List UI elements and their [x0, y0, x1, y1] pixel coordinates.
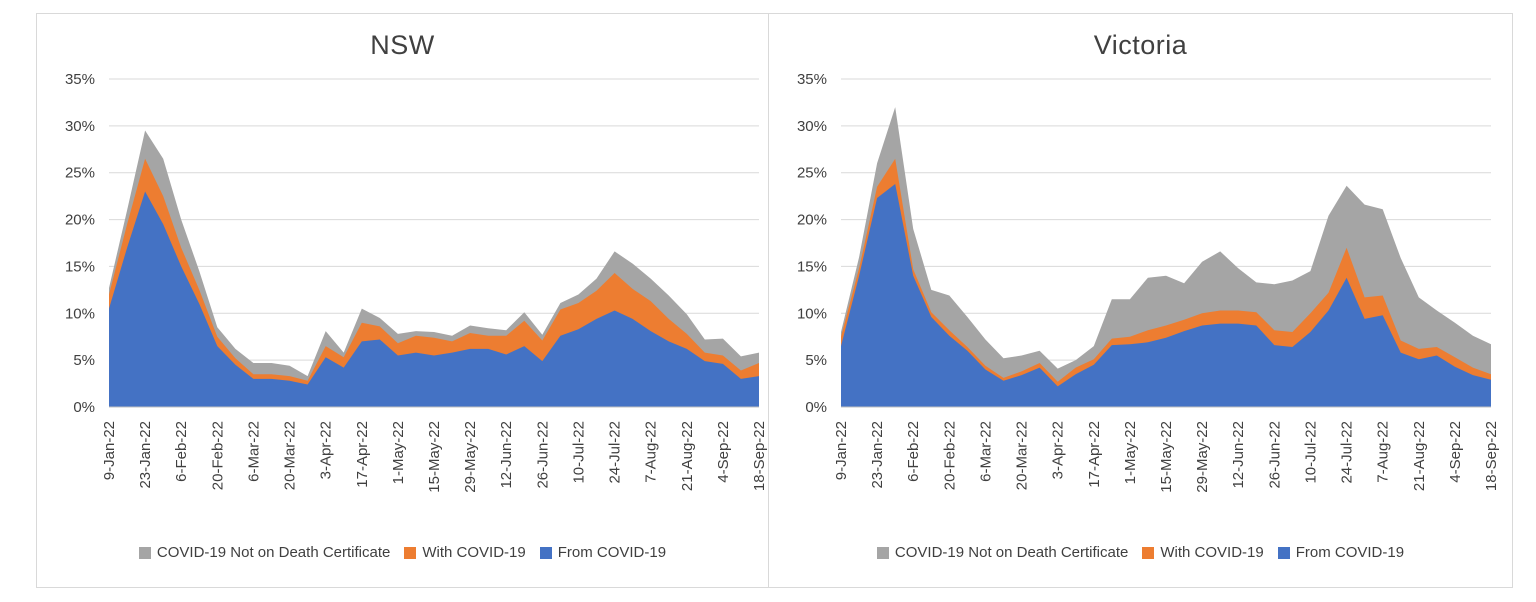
legend-swatch-icon [404, 546, 417, 559]
x-tick-label: 15-May-22 [1158, 421, 1175, 493]
x-tick-label: 26-Jun-22 [534, 421, 551, 489]
x-tick-label: 20-Feb-22 [209, 421, 226, 490]
x-tick-label: 3-Apr-22 [1050, 421, 1067, 479]
y-tick-label: 35% [65, 71, 95, 88]
y-tick-label: 30% [65, 118, 95, 135]
y-tick-label: 20% [65, 212, 95, 229]
x-tick-label: 18-Sep-22 [751, 421, 768, 491]
x-tick-label: 29-May-22 [462, 421, 479, 493]
x-tick-label: 9-Jan-22 [101, 421, 118, 480]
legend-label: From COVID-19 [1295, 544, 1405, 561]
x-tick-label: 3-Apr-22 [318, 421, 335, 479]
x-tick-label: 21-Aug-22 [1411, 421, 1428, 491]
victoria-legend: COVID-19 Not on Death Certificate With CO… [769, 544, 1512, 561]
victoria-plot-area: 0% 5% 10% 15% 20% 25% 30% 35% 9-Jan-22 23-Jan-22 6… [797, 71, 1500, 493]
nsw-legend: COVID-19 Not on Death Certificate With CO… [37, 544, 768, 561]
legend-label: From COVID-19 [557, 544, 667, 561]
legend-swatch-icon [1142, 546, 1155, 559]
chart-title-nsw: NSW [370, 30, 435, 60]
x-tick-label: 23-Jan-22 [137, 421, 154, 489]
y-tick-label: 10% [797, 305, 827, 322]
legend-label: COVID-19 Not on Death Certificate [894, 544, 1129, 561]
x-tick-label: 12-Jun-22 [498, 421, 515, 489]
legend-item-from-covid-19: From COVID-19 [1277, 544, 1405, 561]
y-tick-label: 15% [797, 258, 827, 275]
x-tick-label: 9-Jan-22 [833, 421, 850, 480]
x-tick-label: 20-Mar-22 [282, 421, 299, 490]
y-tick-label: 25% [65, 165, 95, 182]
x-tick-label: 6-Feb-22 [173, 421, 190, 482]
y-tick-label: 25% [797, 165, 827, 182]
x-tick-label: 10-Jul-22 [1302, 421, 1319, 484]
y-tick-label: 30% [797, 118, 827, 135]
x-tick-label: 7-Aug-22 [1375, 421, 1392, 483]
nsw-plot-area: 0% 5% 10% 15% 20% 25% 30% 35% 9-Jan-22 23-Jan-22 6… [65, 71, 768, 493]
legend-label: With COVID-19 [422, 544, 526, 561]
y-tick-label: 0% [73, 399, 95, 416]
legend-item-with-covid-19: With COVID-19 [404, 544, 526, 561]
nsw-chart-panel: 0% 5% 10% 15% 20% 25% 30% 35% 9-Jan-22 23-Jan-22 6… [36, 13, 769, 588]
legend-item-with-covid-19: With COVID-19 [1142, 544, 1264, 561]
legend-label: COVID-19 Not on Death Certificate [156, 544, 391, 561]
y-tick-label: 15% [65, 258, 95, 275]
x-tick-label: 12-Jun-22 [1230, 421, 1247, 489]
area-series-from-covid-19 [109, 191, 759, 407]
x-tick-label: 23-Jan-22 [869, 421, 886, 489]
x-tick-label: 29-May-22 [1194, 421, 1211, 493]
legend-item-covid-19-not-on-death-certificate: COVID-19 Not on Death Certificate [138, 544, 391, 561]
x-tick-label: 6-Mar-22 [977, 421, 994, 482]
x-tick-label: 10-Jul-22 [570, 421, 587, 484]
y-tick-label: 5% [73, 352, 95, 369]
x-tick-label: 17-Apr-22 [354, 421, 371, 488]
x-tick-label: 4-Sep-22 [715, 421, 732, 483]
x-tick-label: 4-Sep-22 [1447, 421, 1464, 483]
x-tick-label: 20-Mar-22 [1014, 421, 1031, 490]
legend-item-covid-19-not-on-death-certificate: COVID-19 Not on Death Certificate [876, 544, 1129, 561]
y-tick-label: 10% [65, 305, 95, 322]
x-tick-label: 7-Aug-22 [643, 421, 660, 483]
y-tick-label: 35% [797, 71, 827, 88]
x-tick-label: 1-May-22 [1122, 421, 1139, 484]
x-tick-label: 15-May-22 [426, 421, 443, 493]
legend-label: With COVID-19 [1160, 544, 1264, 561]
x-tick-label: 6-Feb-22 [905, 421, 922, 482]
legend-swatch-icon [1277, 546, 1290, 559]
legend-swatch-icon [876, 546, 889, 559]
x-tick-label: 24-Jul-22 [1339, 421, 1356, 484]
x-tick-label: 26-Jun-22 [1266, 421, 1283, 489]
legend-item-from-covid-19: From COVID-19 [539, 544, 667, 561]
y-tick-label: 0% [805, 399, 827, 416]
x-tick-label: 6-Mar-22 [245, 421, 262, 482]
legend-swatch-icon [539, 546, 552, 559]
chart-title-victoria: Victoria [1093, 30, 1188, 60]
x-tick-label: 21-Aug-22 [679, 421, 696, 491]
y-tick-label: 20% [797, 212, 827, 229]
x-tick-label: 17-Apr-22 [1086, 421, 1103, 488]
victoria-chart-panel: 0% 5% 10% 15% 20% 25% 30% 35% 9-Jan-22 23-Jan-22 6… [768, 13, 1513, 588]
x-tick-label: 20-Feb-22 [941, 421, 958, 490]
x-tick-label: 24-Jul-22 [607, 421, 624, 484]
legend-swatch-icon [138, 546, 151, 559]
x-tick-label: 1-May-22 [390, 421, 407, 484]
area-series-from-covid-19 [841, 184, 1491, 407]
y-tick-label: 5% [805, 352, 827, 369]
x-tick-label: 18-Sep-22 [1483, 421, 1500, 491]
